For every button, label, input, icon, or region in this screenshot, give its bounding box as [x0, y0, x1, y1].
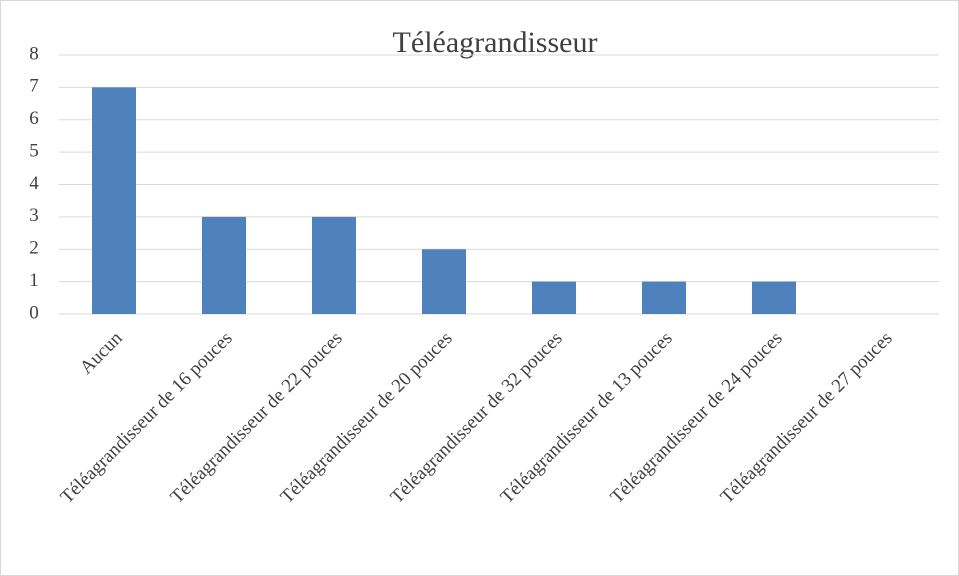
y-tick-label: 4 [29, 173, 39, 194]
y-tick-label: 2 [29, 238, 39, 259]
bar [532, 281, 576, 314]
y-tick-label: 5 [29, 140, 39, 161]
y-tick-label: 7 [29, 76, 39, 97]
y-tick-label: 6 [29, 108, 39, 129]
bar [92, 87, 136, 314]
y-tick-label: 3 [29, 205, 39, 226]
bar [422, 249, 466, 314]
y-tick-label: 0 [29, 302, 39, 323]
bar [312, 216, 356, 314]
y-tick-label: 8 [29, 43, 39, 64]
chart-title: Téléagrandisseur [393, 26, 598, 59]
bar [752, 281, 796, 314]
bar [202, 216, 246, 314]
y-tick-label: 1 [29, 270, 39, 291]
bar [642, 281, 686, 314]
